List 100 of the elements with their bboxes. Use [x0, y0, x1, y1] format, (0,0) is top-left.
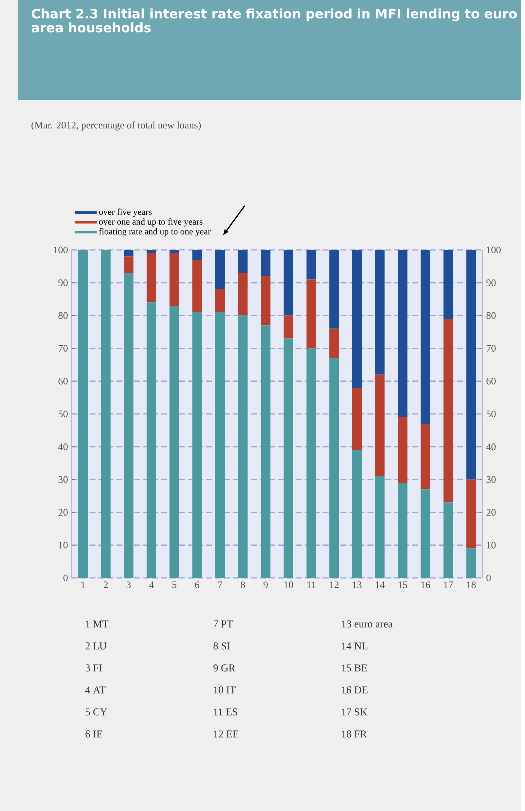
x-tick-label: 2 [104, 582, 108, 588]
y2-tick-label: 100 [487, 246, 502, 254]
bar [466, 548, 476, 578]
text: 6 IE [86, 730, 103, 738]
text: 3 FI [86, 664, 102, 672]
text: 15 BE [342, 664, 368, 672]
y-tick-label: 30 [58, 476, 68, 484]
bar [216, 250, 226, 290]
x-tick-label: 7 [218, 582, 223, 588]
bar [444, 502, 454, 578]
y2-tick-label: 50 [487, 410, 496, 418]
bar [101, 250, 112, 578]
x-tick-label: 8 [241, 582, 246, 588]
bar [375, 476, 386, 578]
y2-tick-label: 90 [486, 280, 496, 286]
y2-tick-label: 70 [487, 345, 496, 352]
bar [261, 250, 271, 276]
text: 1 MT [86, 620, 109, 628]
text: 11 ES [214, 708, 238, 716]
bar [352, 450, 362, 578]
bar [421, 490, 431, 578]
x-tick-label: 13 [353, 582, 362, 588]
bar [192, 312, 202, 578]
bar [124, 256, 134, 274]
bar [421, 424, 431, 490]
y2-tick-label: 80 [486, 312, 496, 320]
bar [216, 290, 226, 313]
bar [124, 250, 134, 257]
x-tick-label: 5 [172, 582, 177, 588]
bar [398, 483, 408, 578]
bar [170, 250, 180, 254]
bar [147, 302, 157, 578]
y2-tick-label: 20 [486, 509, 496, 516]
x-tick-label: 14 [376, 582, 386, 588]
bar [375, 374, 386, 477]
y2-tick-label: 40 [486, 444, 496, 450]
bar [330, 328, 340, 358]
y2-tick-label: 0 [486, 574, 492, 582]
bar [306, 250, 317, 280]
text: 17 SK [342, 708, 368, 716]
text: 16 DE [342, 686, 368, 694]
text: 14 NL [342, 642, 368, 650]
y-tick-label: 50 [59, 410, 68, 418]
text: 18 FR [342, 730, 368, 738]
bar [444, 250, 454, 320]
bar [306, 280, 317, 349]
bar [306, 348, 317, 578]
x-tick-label: 9 [264, 582, 268, 588]
bar [192, 250, 202, 260]
bar [261, 276, 271, 326]
bar [78, 250, 88, 578]
text: 2 LU [86, 642, 108, 650]
x-tick-label: 16 [422, 582, 431, 588]
text: 10 IT [214, 686, 236, 694]
bar [170, 306, 180, 578]
y-tick-label: 80 [58, 312, 68, 320]
bar [284, 250, 294, 316]
y-tick-label: 90 [58, 280, 68, 286]
text: 13 euro area [342, 620, 394, 628]
bar [444, 319, 454, 503]
y2-tick-label: 10 [487, 542, 496, 549]
bar [466, 250, 476, 480]
chart-title: Chart 2.3 Initial interest rate fixation period in MFI lending to euro area households [32, 8, 518, 33]
bar [330, 358, 340, 578]
bar [216, 312, 226, 578]
x-tick-label: 4 [150, 582, 154, 588]
legend-label: over one and up to five years [100, 218, 203, 227]
bar [238, 250, 248, 274]
x-tick-label: 18 [467, 582, 476, 588]
bar [284, 316, 294, 339]
bar [124, 273, 134, 578]
bar [421, 250, 431, 424]
x-tick-label: 10 [284, 582, 294, 588]
text: 7 PT [214, 620, 234, 628]
bar [375, 250, 386, 375]
bar [466, 480, 476, 549]
y-tick-label: 100 [54, 246, 68, 254]
y-tick-label: 20 [58, 509, 68, 516]
y-tick-label: 0 [64, 574, 68, 582]
chart-subtitle: (Mar. 2012, percentage of total new loans) [32, 122, 202, 131]
bar [330, 250, 340, 329]
y-tick-label: 10 [59, 542, 68, 549]
bar [398, 250, 408, 418]
bar [352, 388, 362, 450]
x-tick-label: 6 [196, 582, 200, 588]
bar [284, 338, 294, 578]
x-tick-label: 15 [398, 582, 408, 588]
bar [261, 326, 271, 578]
text: 12 EE [214, 730, 239, 738]
bar [170, 253, 180, 306]
legend-label: over five years [100, 208, 152, 218]
text: 5 CY [86, 708, 108, 716]
x-tick-label: 11 [308, 582, 316, 588]
bar [147, 253, 157, 303]
x-tick-label: 17 [444, 582, 454, 588]
bar [238, 273, 248, 316]
y2-tick-label: 30 [486, 476, 496, 484]
y2-tick-label: 60 [486, 378, 496, 385]
bar [192, 260, 202, 313]
text: 8 SI [214, 642, 230, 650]
